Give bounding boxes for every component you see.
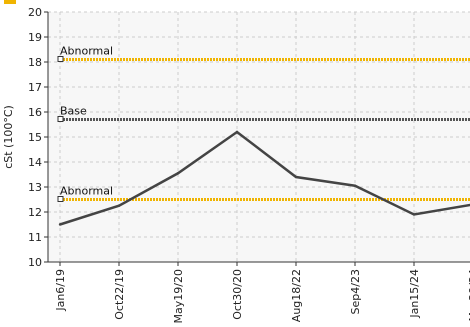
data-point — [412, 213, 416, 216]
reference-marker — [57, 116, 64, 122]
reference-label: Abnormal — [60, 185, 113, 198]
reference-marker — [57, 56, 64, 62]
y-tick-label: 11 — [28, 231, 42, 244]
y-ticks: 10 11 12 13 14 15 16 17 18 19 20 — [28, 6, 48, 269]
data-point — [235, 130, 239, 134]
x-tick-label: Jan15/24 — [408, 269, 421, 319]
x-tick-label: Aug18/22 — [290, 269, 303, 322]
y-tick-label: 12 — [28, 206, 42, 219]
y-tick-label: 14 — [28, 156, 42, 169]
reference-label: Base — [60, 105, 87, 118]
y-tick-label: 19 — [28, 31, 42, 44]
y-tick-label: 13 — [28, 181, 42, 194]
x-tick-label: Sep4/23 — [349, 269, 362, 314]
x-ticks: Jan6/19 Oct22/19 May19/20 Oct30/20 Aug18/22 S… — [54, 262, 470, 323]
y-tick-label: 18 — [28, 56, 42, 69]
y-tick-label: 20 — [28, 6, 42, 19]
data-point — [117, 204, 121, 207]
x-tick-label: Mar29/24 — [467, 269, 470, 321]
data-point — [58, 223, 62, 226]
y-axis-label: cSt (100°C) — [2, 105, 15, 169]
x-tick-label: Oct30/20 — [231, 269, 244, 320]
data-point — [176, 172, 180, 175]
grid — [48, 11, 470, 262]
y-tick-label: 16 — [28, 106, 42, 119]
reference-label: Abnormal — [60, 45, 113, 58]
y-tick-label: 15 — [28, 131, 42, 144]
data-point — [353, 184, 357, 187]
x-tick-label: Oct22/19 — [113, 269, 126, 320]
legend-swatch — [4, 0, 16, 4]
x-tick-label: May19/20 — [172, 269, 185, 323]
y-tick-label: 17 — [28, 81, 42, 94]
reference-lines: Abnormal Base Abnormal — [57, 45, 470, 202]
reference-marker — [57, 196, 64, 202]
series-line — [59, 130, 470, 226]
x-tick-label: Jan6/19 — [54, 269, 67, 312]
data-point — [294, 175, 298, 179]
series — [58, 130, 470, 226]
y-tick-label: 10 — [28, 256, 42, 269]
